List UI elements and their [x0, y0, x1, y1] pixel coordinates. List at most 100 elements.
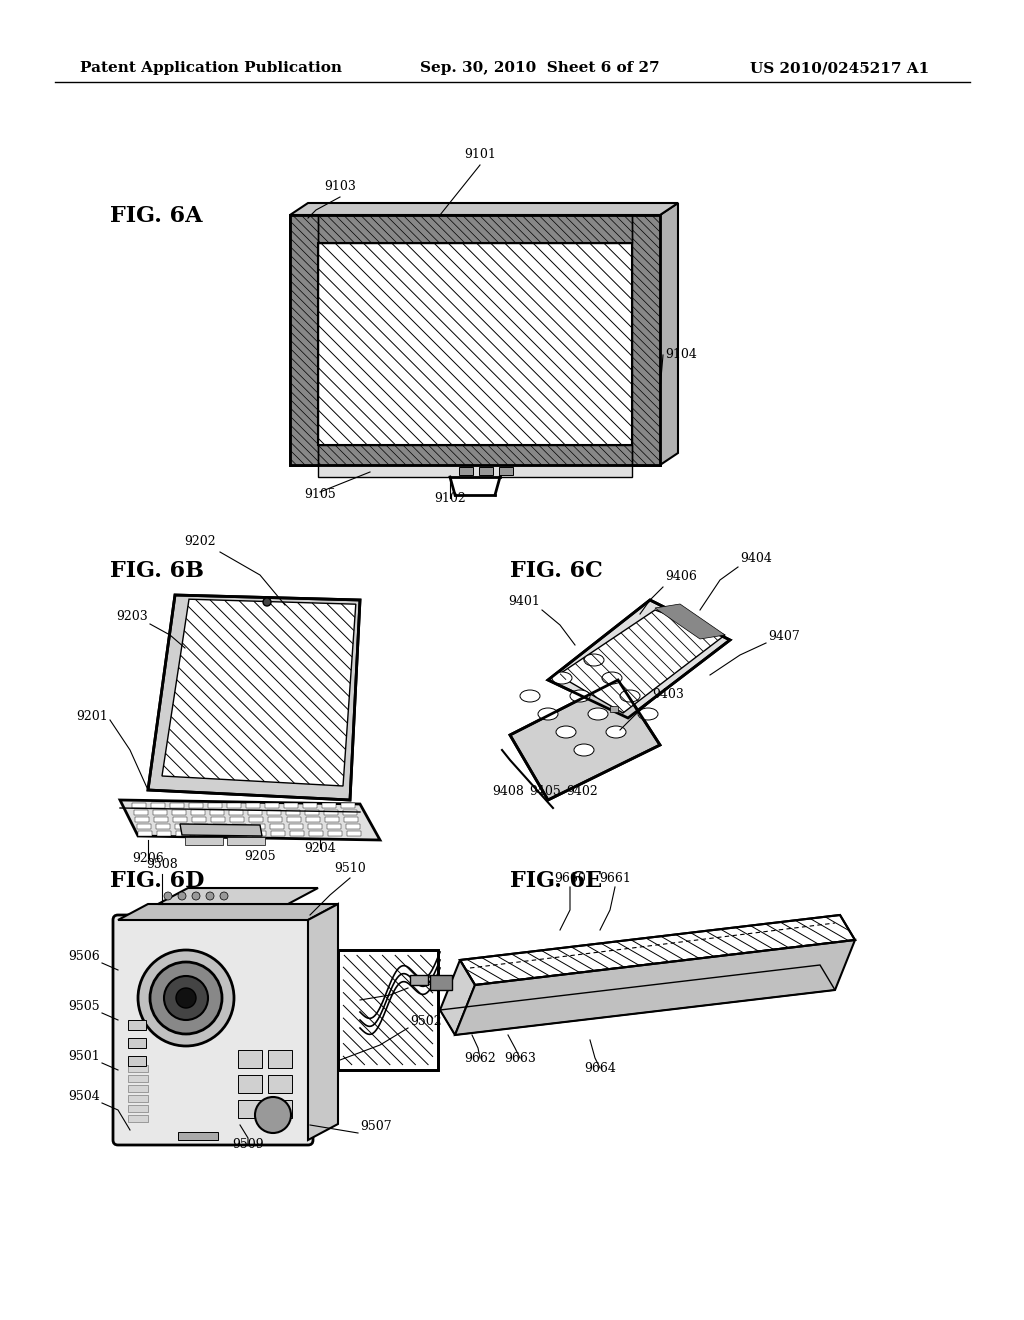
Bar	[252, 832, 266, 836]
Bar	[266, 810, 281, 814]
Bar	[214, 832, 228, 836]
Text: 9103: 9103	[324, 180, 356, 193]
Text: 9406: 9406	[665, 570, 697, 583]
Bar	[632, 215, 660, 465]
Bar	[318, 445, 632, 465]
Bar	[128, 1105, 148, 1111]
Bar	[185, 837, 223, 845]
Text: 9203: 9203	[117, 610, 148, 623]
Circle shape	[138, 950, 234, 1045]
Bar	[338, 950, 438, 1071]
Bar	[459, 467, 473, 475]
Bar	[499, 467, 513, 475]
Text: 9407: 9407	[768, 630, 800, 643]
Text: FIG. 6B: FIG. 6B	[110, 560, 204, 582]
Bar	[322, 803, 336, 808]
Polygon shape	[118, 904, 338, 920]
Bar	[178, 1133, 218, 1140]
Text: 9509: 9509	[232, 1138, 264, 1151]
Bar	[132, 803, 146, 808]
Bar	[171, 810, 185, 814]
Text: 9206: 9206	[132, 851, 164, 865]
Bar	[325, 817, 339, 822]
Bar	[174, 824, 188, 829]
Bar	[153, 810, 167, 814]
Polygon shape	[148, 595, 360, 800]
Bar	[479, 467, 493, 475]
Polygon shape	[558, 610, 725, 713]
Bar	[157, 832, 171, 836]
Polygon shape	[510, 680, 660, 800]
Text: 9202: 9202	[184, 535, 216, 548]
Bar	[211, 817, 225, 822]
Bar	[324, 810, 338, 814]
Bar	[271, 832, 285, 836]
Bar	[318, 215, 632, 243]
Polygon shape	[455, 940, 855, 1035]
Ellipse shape	[620, 690, 640, 702]
Bar	[318, 215, 632, 243]
Text: 9401: 9401	[508, 595, 540, 609]
Text: 9501: 9501	[69, 1049, 100, 1063]
Bar	[228, 810, 243, 814]
Text: Patent Application Publication: Patent Application Publication	[80, 61, 342, 75]
Bar	[133, 810, 147, 814]
Circle shape	[206, 892, 214, 900]
Text: 9403: 9403	[652, 688, 684, 701]
Polygon shape	[440, 960, 475, 1035]
Bar	[318, 243, 632, 445]
Text: FIG. 6D: FIG. 6D	[110, 870, 205, 892]
Bar	[170, 803, 184, 808]
Polygon shape	[308, 904, 338, 1140]
Bar	[304, 810, 318, 814]
Bar	[213, 824, 226, 829]
Ellipse shape	[606, 726, 626, 738]
Text: 9664: 9664	[584, 1063, 616, 1074]
Ellipse shape	[538, 708, 558, 719]
Bar	[176, 832, 190, 836]
Text: FIG. 6C: FIG. 6C	[510, 560, 603, 582]
Bar	[156, 824, 170, 829]
Text: 9510: 9510	[334, 862, 366, 875]
Ellipse shape	[570, 690, 590, 702]
Bar	[265, 803, 279, 808]
Bar	[128, 1056, 146, 1067]
Text: 9101: 9101	[464, 148, 496, 161]
Bar	[128, 1038, 146, 1048]
Polygon shape	[158, 888, 318, 904]
Bar	[151, 803, 165, 808]
Bar	[318, 445, 632, 465]
Bar	[268, 1100, 292, 1118]
Circle shape	[178, 892, 186, 900]
Text: 9408: 9408	[493, 785, 524, 799]
Text: 9505: 9505	[69, 1001, 100, 1012]
Bar	[136, 824, 151, 829]
Bar	[248, 810, 261, 814]
Bar	[135, 817, 150, 822]
Circle shape	[164, 892, 172, 900]
Bar	[230, 817, 244, 822]
Bar	[269, 824, 284, 829]
Bar	[128, 1065, 148, 1072]
Text: 9104: 9104	[665, 348, 697, 362]
Bar	[287, 817, 301, 822]
Bar	[268, 1074, 292, 1093]
Bar	[327, 824, 341, 829]
Circle shape	[176, 987, 196, 1008]
Text: 9502: 9502	[410, 1015, 441, 1028]
Polygon shape	[655, 605, 725, 639]
Bar	[190, 810, 205, 814]
Bar	[128, 1096, 148, 1102]
Text: US 2010/0245217 A1: US 2010/0245217 A1	[750, 61, 929, 75]
Circle shape	[150, 962, 222, 1034]
Polygon shape	[180, 824, 262, 836]
Polygon shape	[548, 601, 730, 718]
Bar	[345, 824, 359, 829]
Ellipse shape	[552, 672, 572, 684]
Bar	[290, 215, 660, 465]
Bar	[632, 215, 660, 465]
Bar	[290, 215, 318, 465]
Text: 9503: 9503	[410, 975, 441, 987]
Ellipse shape	[638, 708, 658, 719]
Text: 9201: 9201	[76, 710, 108, 723]
